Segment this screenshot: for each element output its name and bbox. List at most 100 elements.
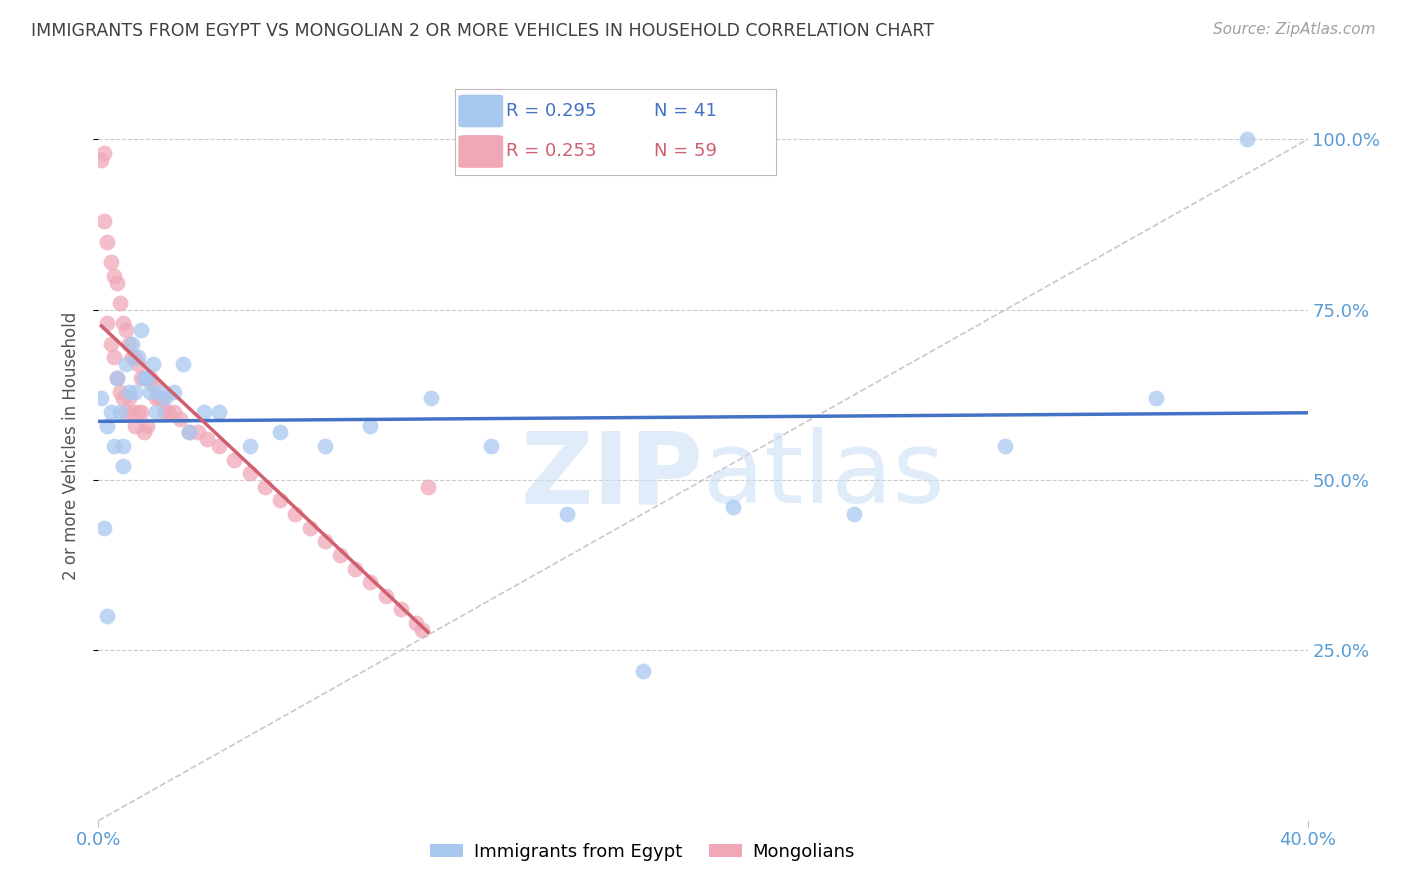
Point	[100, 405, 122, 419]
Point	[156, 405, 179, 419]
Point	[360, 575, 382, 590]
Point	[314, 534, 336, 549]
Point	[299, 521, 322, 535]
Point	[93, 521, 115, 535]
Point	[93, 146, 115, 161]
Point	[139, 384, 162, 399]
Point	[90, 392, 112, 406]
Point	[121, 336, 143, 351]
Point	[114, 357, 136, 371]
Point	[103, 268, 125, 283]
Point	[124, 384, 146, 399]
Point	[844, 507, 866, 521]
Text: IMMIGRANTS FROM EGYPT VS MONGOLIAN 2 OR MORE VEHICLES IN HOUSEHOLD CORRELATION C: IMMIGRANTS FROM EGYPT VS MONGOLIAN 2 OR …	[31, 22, 934, 40]
Point	[111, 392, 134, 406]
Point	[193, 405, 215, 419]
Point	[111, 459, 134, 474]
Point	[96, 609, 118, 624]
Point	[96, 235, 118, 249]
Point	[239, 467, 262, 481]
Point	[135, 371, 157, 385]
Point	[139, 371, 162, 385]
Point	[118, 336, 141, 351]
Point	[195, 432, 218, 446]
Point	[481, 439, 503, 453]
Point	[172, 357, 194, 371]
Point	[239, 439, 262, 453]
Point	[187, 425, 209, 440]
Legend: Immigrants from Egypt, Mongolians: Immigrants from Egypt, Mongolians	[423, 836, 862, 868]
Point	[163, 405, 186, 419]
Point	[253, 480, 276, 494]
Point	[124, 351, 146, 365]
Point	[142, 357, 165, 371]
Point	[96, 418, 118, 433]
Point	[360, 418, 382, 433]
Point	[129, 405, 152, 419]
Point	[114, 323, 136, 337]
Point	[314, 439, 336, 453]
Point	[994, 439, 1017, 453]
Point	[179, 425, 201, 440]
Point	[148, 392, 170, 406]
Point	[329, 548, 352, 562]
Point	[108, 384, 131, 399]
Point	[416, 480, 439, 494]
Point	[103, 351, 125, 365]
Point	[132, 371, 155, 385]
Point	[179, 425, 201, 440]
Point	[105, 371, 128, 385]
Text: Source: ZipAtlas.com: Source: ZipAtlas.com	[1212, 22, 1375, 37]
Point	[374, 589, 396, 603]
Point	[1236, 132, 1258, 146]
Point	[405, 616, 427, 631]
Point	[224, 452, 246, 467]
Point	[100, 336, 122, 351]
Point	[132, 425, 155, 440]
Point	[105, 276, 128, 290]
Point	[631, 664, 654, 678]
Point	[100, 255, 122, 269]
Text: ZIP: ZIP	[520, 427, 703, 524]
Point	[135, 418, 157, 433]
Point	[121, 405, 143, 419]
Point	[208, 439, 231, 453]
Point	[723, 500, 745, 515]
Point	[208, 405, 231, 419]
Point	[103, 439, 125, 453]
Point	[132, 371, 155, 385]
Point	[127, 405, 149, 419]
Point	[163, 384, 186, 399]
Point	[145, 405, 167, 419]
Point	[269, 425, 291, 440]
Point	[118, 384, 141, 399]
Point	[148, 384, 170, 399]
Point	[169, 411, 191, 425]
Point	[145, 392, 167, 406]
Point	[284, 507, 307, 521]
Point	[90, 153, 112, 167]
Point	[135, 371, 157, 385]
Point	[153, 405, 176, 419]
Point	[555, 507, 578, 521]
Point	[118, 392, 141, 406]
Point	[153, 392, 176, 406]
Point	[111, 439, 134, 453]
Point	[150, 392, 173, 406]
Point	[105, 371, 128, 385]
Point	[389, 602, 412, 616]
Point	[124, 418, 146, 433]
Point	[96, 317, 118, 331]
Y-axis label: 2 or more Vehicles in Household: 2 or more Vehicles in Household	[62, 312, 80, 580]
Point	[344, 561, 367, 575]
Point	[129, 323, 152, 337]
Point	[121, 351, 143, 365]
Point	[142, 377, 165, 392]
Point	[108, 405, 131, 419]
Text: atlas: atlas	[703, 427, 945, 524]
Point	[1144, 392, 1167, 406]
Point	[93, 214, 115, 228]
Point	[269, 493, 291, 508]
Point	[129, 371, 152, 385]
Point	[114, 405, 136, 419]
